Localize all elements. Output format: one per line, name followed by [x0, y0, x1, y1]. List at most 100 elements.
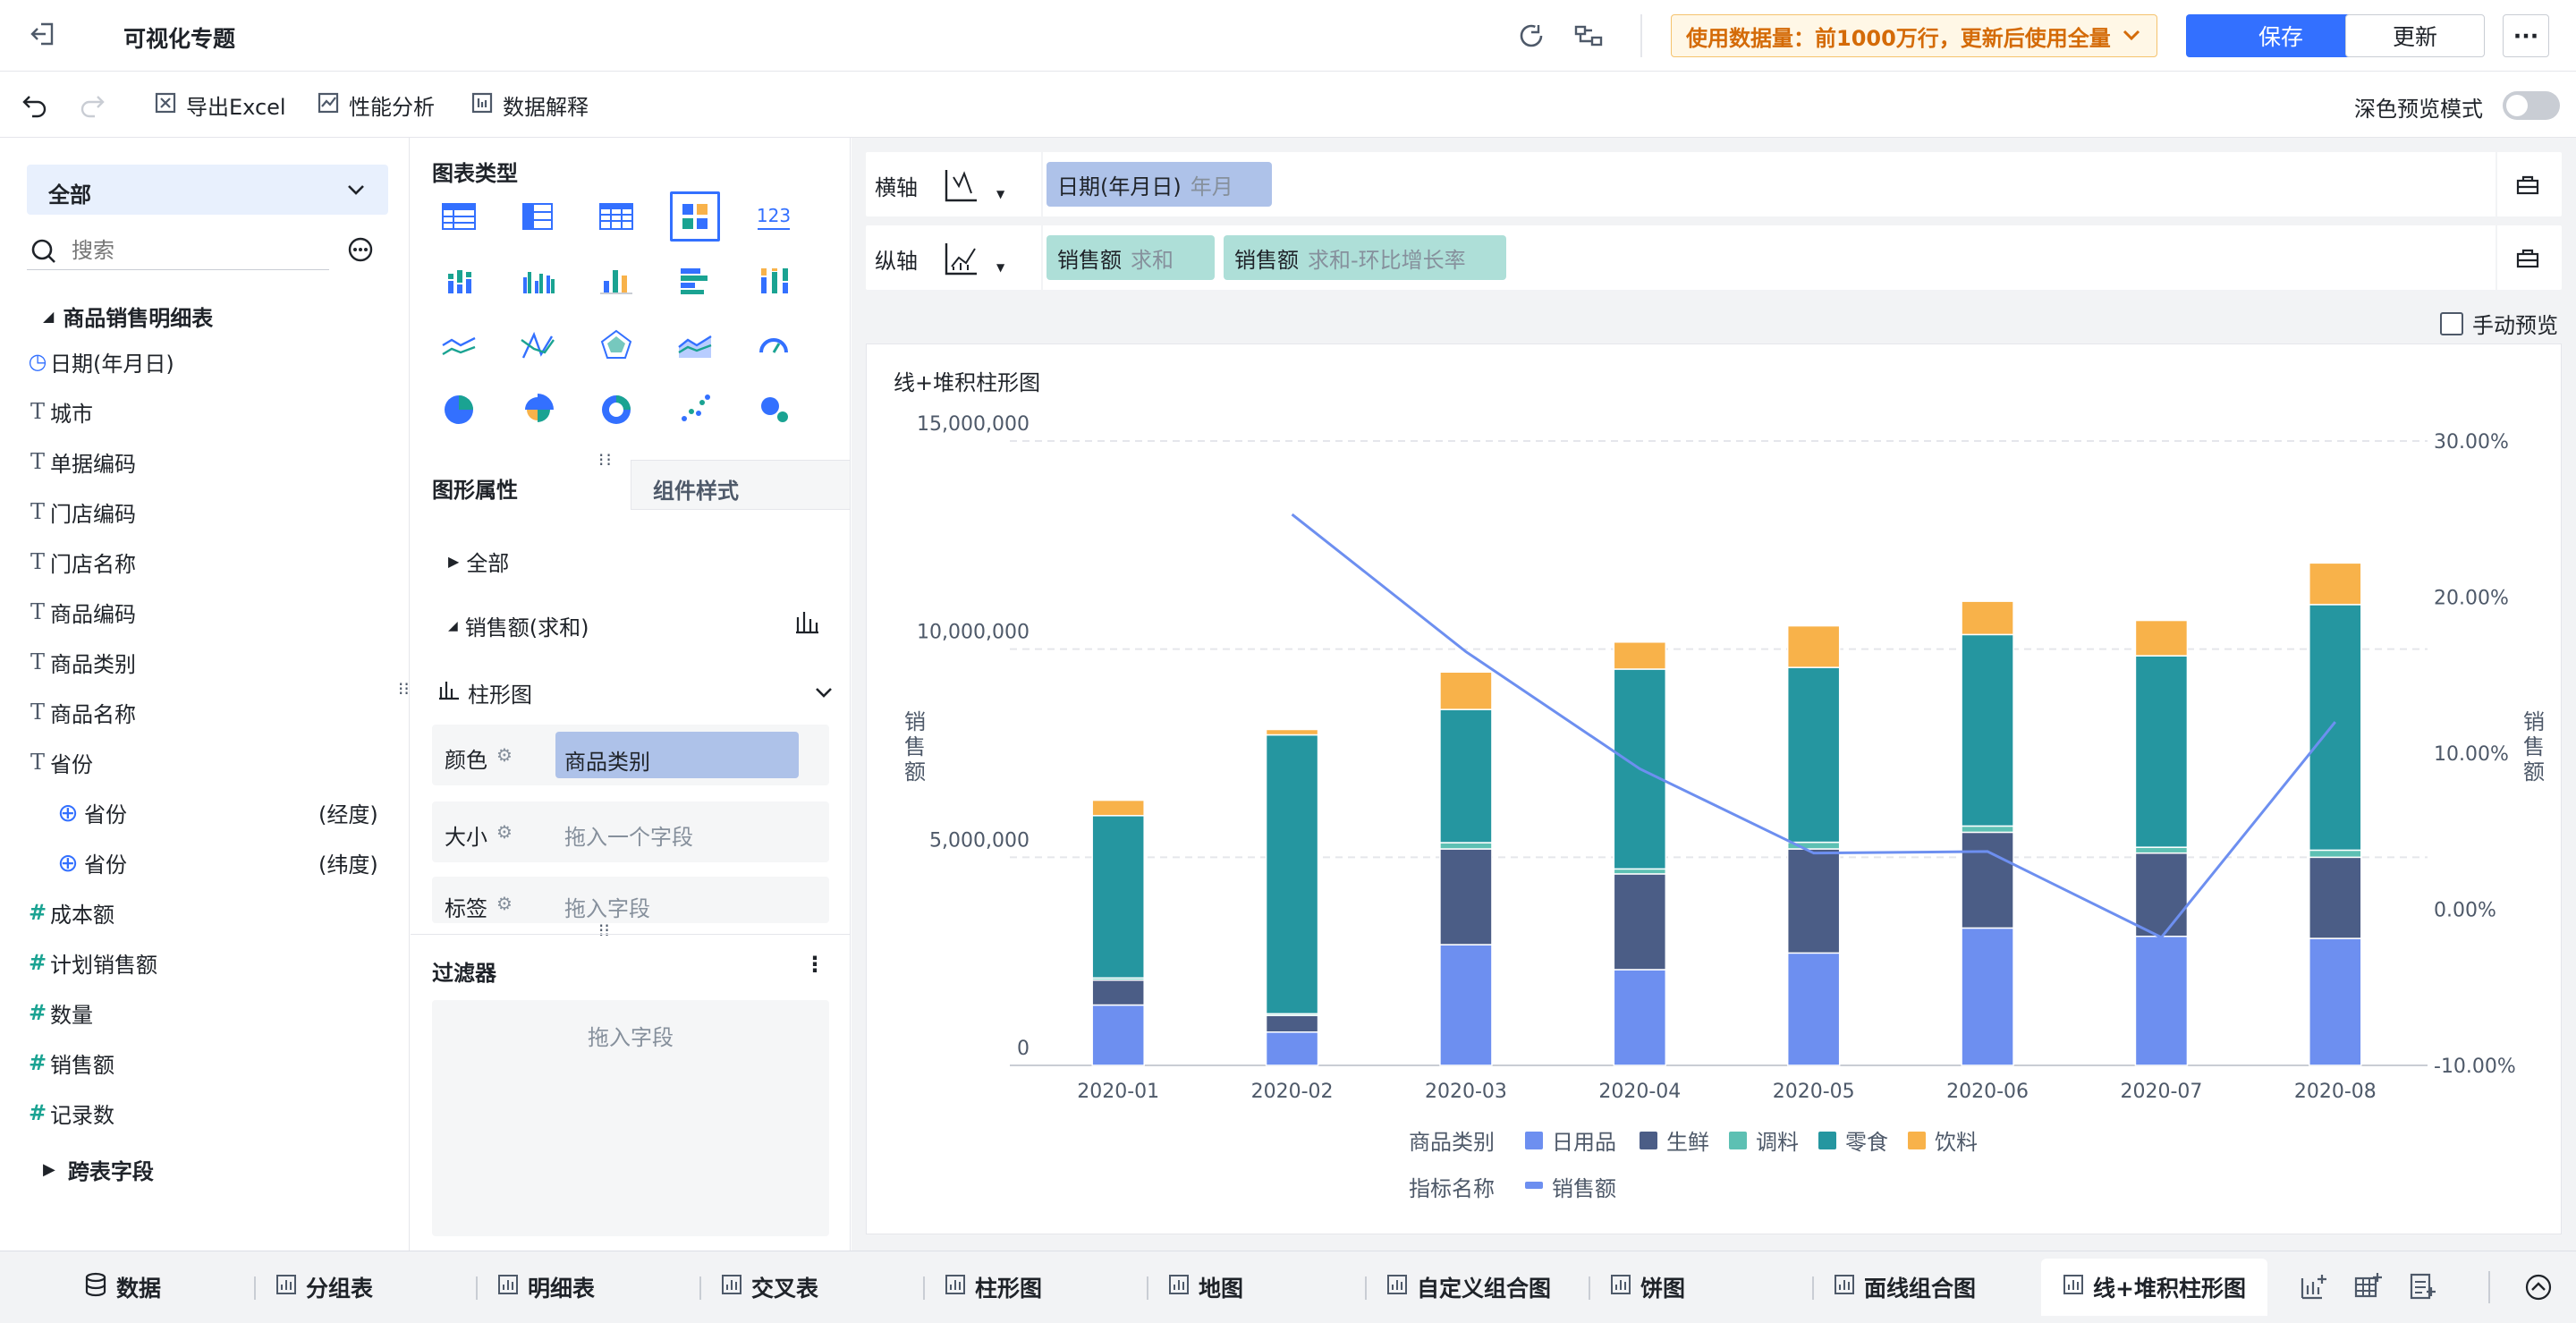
field-item[interactable]: T 门店编码	[30, 494, 136, 530]
export-excel-button[interactable]: 导出Excel	[154, 89, 286, 121]
legend-line-swatch[interactable]	[1525, 1182, 1543, 1189]
legend-item-label[interactable]: 调料	[1756, 1130, 1799, 1155]
drag-handle-icon[interactable]: ⁝⁝	[598, 920, 610, 941]
gear-icon[interactable]: ⚙	[496, 821, 513, 843]
bar-segment[interactable]	[1613, 868, 1667, 875]
percent-column-icon[interactable]	[752, 259, 795, 302]
grouped-table-icon[interactable]	[437, 195, 480, 238]
manual-preview-option[interactable]: 手动预览	[2440, 308, 2558, 339]
update-button[interactable]: 更新	[2345, 14, 2485, 57]
field-item[interactable]: # 数量	[29, 995, 93, 1030]
field-item[interactable]: # 计划销售额	[29, 945, 157, 980]
filter-dropzone[interactable]: 拖入字段	[432, 1000, 829, 1236]
bar-segment[interactable]	[1613, 873, 1667, 971]
tab-component-style[interactable]: 组件样式	[631, 460, 851, 510]
search-input[interactable]	[72, 236, 322, 265]
tab-data[interactable]: 数据	[84, 1262, 161, 1312]
bar-segment[interactable]	[2134, 935, 2189, 1066]
bar-segment[interactable]	[2309, 849, 2362, 859]
bar-icon[interactable]	[674, 259, 716, 302]
line-icon[interactable]	[437, 324, 480, 367]
gear-icon[interactable]: ⚙	[496, 893, 513, 914]
y-field-pill-2[interactable]: 销售额 求和-环比增长率	[1224, 235, 1506, 280]
add-table-icon[interactable]	[2352, 1271, 2383, 1307]
bar-segment[interactable]	[1786, 666, 1841, 844]
scope-select[interactable]: 全部	[27, 165, 388, 215]
column-icon[interactable]	[595, 259, 638, 302]
field-item[interactable]: T 省份	[30, 744, 93, 780]
tab-line-stacked-column[interactable]: 线+堆积柱形图	[2041, 1259, 2267, 1316]
bar-segment[interactable]	[1439, 671, 1493, 710]
legend-swatch[interactable]	[1640, 1132, 1657, 1149]
bar-segment[interactable]	[2309, 604, 2362, 852]
legend-swatch[interactable]	[1908, 1132, 1926, 1149]
bar-segment[interactable]	[1961, 831, 2014, 929]
tab-custom-combo[interactable]: 自定义组合图	[1365, 1262, 1551, 1312]
caret-down-icon[interactable]: ▼	[996, 188, 1005, 200]
add-doc-icon[interactable]	[2406, 1271, 2436, 1307]
lock-icon[interactable]	[2515, 172, 2540, 202]
dark-preview-toggle[interactable]	[2503, 91, 2560, 120]
legend-item-label[interactable]: 饮料	[1935, 1130, 1978, 1155]
tab-graph-props[interactable]: 图形属性	[432, 478, 518, 503]
y-axis-type-icon[interactable]	[941, 238, 984, 286]
caret-down-icon[interactable]: ▼	[996, 261, 1005, 274]
bar-segment[interactable]	[1091, 979, 1145, 1006]
rose-icon[interactable]	[516, 388, 559, 431]
bar-segment[interactable]	[1091, 799, 1145, 817]
drag-handle-icon[interactable]: ⁝⁝	[398, 678, 410, 700]
radar-icon[interactable]	[595, 324, 638, 367]
tag-row[interactable]: 标签 ⚙ 拖入字段	[432, 877, 829, 923]
bar-segment[interactable]	[1265, 728, 1319, 736]
area-icon[interactable]	[674, 324, 716, 367]
field-item[interactable]: T 城市	[30, 394, 93, 429]
bar-segment[interactable]	[2134, 655, 2189, 848]
measure-node[interactable]: ◢ 销售额(求和)	[448, 610, 589, 641]
field-item[interactable]: T 商品名称	[30, 694, 136, 730]
x-axis-type-icon[interactable]	[941, 165, 984, 213]
legend-swatch[interactable]	[1525, 1132, 1543, 1149]
cross-table-node[interactable]: ▶ 跨表字段	[43, 1154, 154, 1185]
bar-segment[interactable]	[1265, 1014, 1319, 1033]
field-item[interactable]: ◷ 日期(年月日)	[29, 343, 174, 379]
stacked-column-icon[interactable]	[437, 259, 480, 302]
detail-table-icon[interactable]	[516, 195, 559, 238]
more-button[interactable]: ···	[2503, 14, 2549, 57]
exit-icon[interactable]	[29, 20, 57, 54]
tab-group-table[interactable]: 分组表	[254, 1262, 373, 1312]
filter-more-icon[interactable]: ⋮	[804, 952, 826, 977]
field-item[interactable]: # 销售额	[29, 1045, 114, 1081]
lineage-icon[interactable]	[1572, 20, 1605, 57]
manual-preview-checkbox[interactable]	[2440, 311, 2463, 335]
bar-segment[interactable]	[1439, 848, 1493, 946]
field-item[interactable]: ⊕ 省份 (纬度)	[57, 844, 377, 880]
legend-item-label[interactable]: 零食	[1845, 1130, 1888, 1155]
donut-icon[interactable]	[595, 388, 638, 431]
bubble-icon[interactable]	[752, 388, 795, 431]
bar-segment[interactable]	[2134, 846, 2189, 854]
bar-segment[interactable]	[1439, 708, 1493, 844]
bar-segment[interactable]	[2134, 852, 2189, 937]
gear-icon[interactable]: ⚙	[496, 744, 513, 766]
tab-cross-table[interactable]: 交叉表	[699, 1262, 818, 1312]
bar-segment[interactable]	[1961, 825, 2014, 834]
bar-segment[interactable]	[1961, 927, 2014, 1066]
bar-segment[interactable]	[2309, 937, 2362, 1066]
data-explain-button[interactable]: 数据解释	[470, 89, 589, 121]
tab-pie[interactable]: 饼图	[1589, 1262, 1685, 1312]
bar-segment[interactable]	[1265, 1031, 1319, 1066]
field-item[interactable]: T 单据编码	[30, 444, 136, 479]
bar-segment[interactable]	[1786, 848, 1841, 954]
field-item[interactable]: ⊕ 省份 (经度)	[57, 794, 377, 830]
undo-icon[interactable]	[21, 91, 48, 123]
field-item[interactable]: T 商品类别	[30, 644, 136, 680]
legend-swatch[interactable]	[1729, 1132, 1747, 1149]
mark-type-select[interactable]: 柱形图	[437, 674, 835, 710]
bar-segment[interactable]	[1786, 624, 1841, 668]
data-volume-notice[interactable]: 使用数据量：前1000万行，更新后使用全量	[1671, 14, 2157, 57]
legend-line-label[interactable]: 销售额	[1552, 1176, 1616, 1201]
kpi-icon[interactable]: 123	[752, 195, 795, 238]
field-item[interactable]: T 门店名称	[30, 544, 136, 580]
tab-detail-table[interactable]: 明细表	[476, 1262, 595, 1312]
field-item[interactable]: # 记录数	[29, 1095, 114, 1131]
